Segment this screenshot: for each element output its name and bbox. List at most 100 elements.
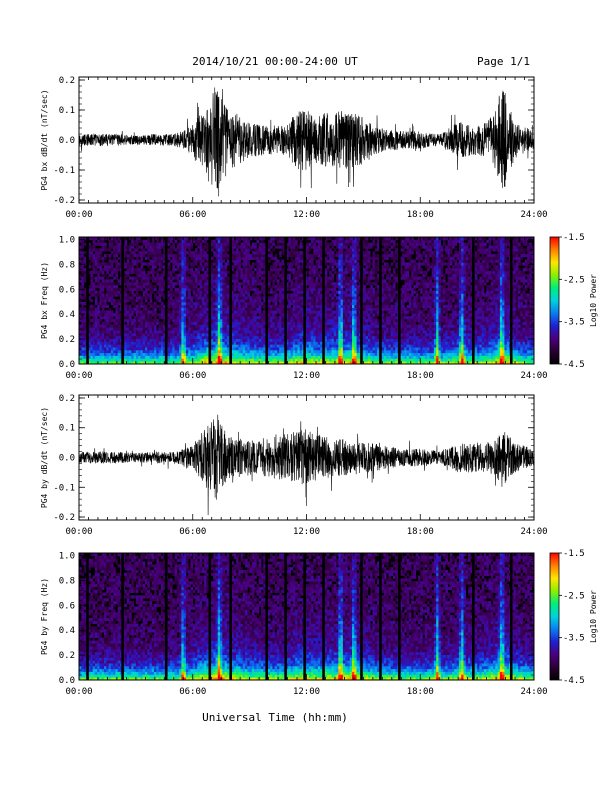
spectrogram-cell	[179, 262, 182, 266]
spectrogram-cell	[158, 279, 162, 283]
spectrogram-cell	[336, 316, 339, 320]
spectrogram-cell	[151, 355, 155, 359]
spectrogram-cell	[247, 262, 251, 266]
spectrogram-cell	[261, 301, 264, 306]
spectrogram-cell	[201, 313, 205, 317]
spectrogram-cell	[333, 332, 337, 337]
spectrogram-cell	[140, 273, 144, 277]
spectrogram-cell	[317, 349, 321, 354]
spectrogram-cell	[263, 259, 266, 263]
spectrogram-cell	[210, 245, 214, 249]
spectrogram-cell	[195, 335, 198, 339]
spectrogram-cell	[213, 290, 216, 294]
spectrogram-cell	[286, 245, 289, 249]
spectrogram-cell	[295, 338, 298, 342]
spectrogram-cell	[336, 239, 339, 244]
spectrogram-cell	[313, 290, 316, 294]
spectrogram-cell	[308, 355, 312, 359]
y-tick-label: 0.0	[59, 136, 75, 146]
spectrogram-cell	[267, 273, 271, 277]
spectrogram-cell	[299, 344, 303, 348]
spectrogram-cell	[338, 335, 342, 339]
spectrogram-cell	[138, 361, 141, 365]
spectrogram-cell	[210, 341, 214, 345]
spectrogram-cell	[245, 341, 248, 345]
spectrogram-cell	[151, 335, 155, 339]
spectrogram-cell	[106, 279, 109, 283]
spectrogram-cell	[131, 358, 134, 362]
spectrogram-cell	[149, 251, 153, 255]
spectrogram-cell	[345, 259, 348, 263]
spectrogram-cell	[192, 318, 196, 323]
spectrogram-cell	[151, 338, 155, 342]
spectrogram-cell	[199, 347, 203, 351]
spectrogram-cell	[126, 352, 130, 356]
spectrogram-cell	[115, 270, 119, 275]
spectrogram-cell	[238, 330, 241, 334]
spectrogram-cell	[324, 321, 328, 325]
spectrogram-cell	[213, 301, 216, 306]
spectrogram-cell	[217, 279, 221, 283]
spectrogram-cell	[251, 355, 255, 359]
spectrogram-cell	[154, 358, 157, 362]
spectrogram-cell	[147, 262, 150, 266]
spectrogram-cell	[126, 324, 130, 328]
spectrogram-cell	[281, 262, 285, 266]
spectrogram-cell	[333, 248, 337, 252]
spectrogram-cell	[117, 318, 121, 323]
spectrogram-cell	[167, 282, 171, 286]
spectrogram-cell	[97, 318, 100, 323]
spectrogram-cell	[306, 248, 310, 252]
spectrogram-cell	[201, 279, 205, 283]
spectrogram-cell	[131, 296, 134, 300]
spectrogram-cell	[94, 279, 98, 283]
spectrogram-cell	[108, 290, 112, 294]
spectrogram-cell	[181, 239, 185, 244]
spectrogram-cell	[272, 307, 276, 311]
spectrogram-cell	[274, 341, 278, 345]
spectrogram-cell	[188, 287, 191, 292]
spectrogram-cell	[276, 355, 280, 359]
spectrogram-cell	[313, 358, 316, 362]
spectrogram-cell	[272, 352, 276, 356]
spectrogram-cell	[233, 338, 237, 342]
spectrogram-cell	[104, 296, 107, 300]
spectrogram-cell	[338, 242, 342, 246]
spectrogram-cell	[197, 352, 200, 356]
spectrogram-cell	[261, 239, 264, 244]
spectrogram-cell	[256, 296, 260, 300]
spectrogram-cell	[167, 327, 171, 331]
spectrogram-cell	[235, 304, 239, 308]
spectrogram-cell	[199, 307, 203, 311]
spectrogram-cell	[158, 332, 162, 337]
spectrogram-cell	[94, 270, 98, 275]
spectrogram-cell	[181, 284, 185, 289]
spectrogram-cell	[217, 301, 221, 306]
spectrogram-cell	[245, 290, 248, 294]
spectrogram-cell	[183, 304, 187, 308]
spectrogram-cell	[326, 290, 330, 294]
spectrogram-cell	[119, 273, 123, 277]
spectrogram-cell	[213, 347, 216, 351]
spectrogram-cell	[126, 253, 130, 258]
spectrogram-cell	[113, 270, 116, 275]
spectrogram-cell	[233, 321, 237, 325]
spectrogram-cell	[79, 310, 82, 314]
spectrogram-cell	[147, 279, 150, 283]
spectrogram-cell	[326, 355, 330, 359]
spectrogram-cell	[222, 245, 225, 249]
spectrogram-cell	[110, 296, 114, 300]
spectrogram-cell	[251, 284, 255, 289]
spectrogram-cell	[224, 327, 228, 331]
spectrogram-cell	[92, 341, 96, 345]
spectrogram-cell	[90, 324, 94, 328]
spectrogram-cell	[338, 239, 342, 244]
spectrogram-cell	[179, 293, 182, 297]
spectrogram-cell	[92, 304, 96, 308]
spectrogram-cell	[313, 245, 316, 249]
spectrogram-cell	[133, 268, 137, 272]
spectrogram-cell	[256, 253, 260, 258]
spectrogram-cell	[270, 349, 273, 354]
spectrogram-cell	[345, 335, 348, 339]
spectrogram-cell	[117, 293, 121, 297]
